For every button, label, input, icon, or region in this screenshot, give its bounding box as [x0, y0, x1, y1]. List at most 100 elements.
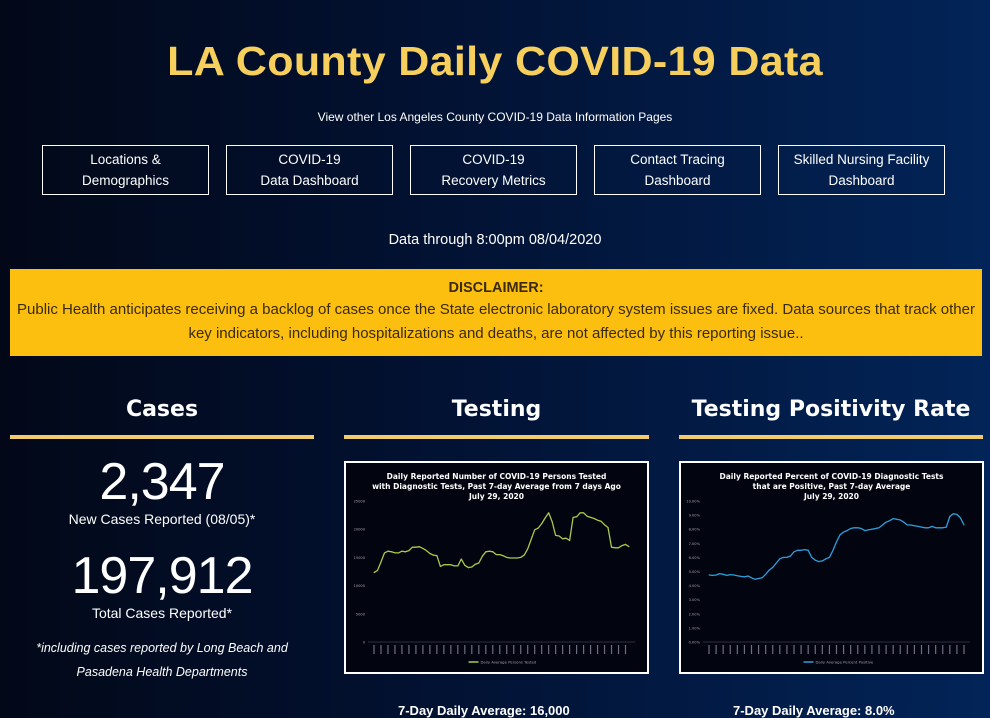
positivity-x-tick-label	[927, 645, 930, 654]
positivity-data-point	[786, 556, 788, 558]
positivity-y-tick-label: 9.00%	[689, 514, 701, 518]
positivity-data-point	[789, 555, 791, 557]
positivity-data-point	[945, 526, 947, 528]
positivity-data-point	[963, 524, 965, 526]
nav-data-dashboard[interactable]: COVID-19 Data Dashboard	[226, 145, 393, 195]
positivity-data-point	[818, 561, 820, 563]
testing-data-point	[439, 565, 441, 567]
nav-recovery-metrics[interactable]: COVID-19 Recovery Metrics	[410, 145, 577, 195]
testing-divider	[344, 435, 649, 439]
positivity-data-point	[921, 526, 922, 528]
testing-x-tick-label	[582, 645, 585, 654]
testing-data-point	[464, 564, 466, 566]
testing-data-point	[541, 523, 543, 525]
testing-x-tick-label	[548, 645, 550, 654]
positivity-data-point	[878, 527, 880, 529]
positivity-data-point	[712, 574, 714, 576]
positivity-data-point	[917, 525, 919, 527]
nav-contact-tracing[interactable]: Contact Tracing Dashboard	[594, 145, 761, 195]
positivity-x-tick-label	[793, 645, 795, 654]
positivity-data-point	[772, 566, 774, 568]
testing-data-point	[569, 539, 571, 541]
positivity-x-tick-label	[757, 645, 760, 654]
positivity-data-point	[733, 574, 735, 576]
positivity-x-tick-label	[949, 645, 951, 654]
testing-x-tick-label	[603, 645, 606, 654]
testing-data-point	[506, 556, 508, 558]
testing-x-tick-label	[624, 645, 627, 654]
testing-data-point	[509, 557, 511, 559]
positivity-y-tick-label: 7.00%	[689, 542, 701, 546]
testing-data-point	[586, 515, 588, 517]
positivity-x-tick-label	[715, 645, 717, 654]
testing-x-tick-label	[596, 645, 599, 654]
testing-data-point	[436, 555, 438, 557]
positivity-data-point	[800, 549, 802, 551]
testing-data-point	[625, 543, 627, 545]
positivity-x-tick-label	[786, 645, 788, 654]
positivity-data-point	[797, 549, 799, 551]
testing-data-point	[467, 567, 469, 569]
positivity-x-tick-label	[899, 645, 901, 654]
testing-data-point	[453, 565, 455, 567]
cases-section: Cases 2,347 New Cases Reported (08/05)* …	[10, 394, 314, 684]
positivity-data-point	[836, 541, 837, 543]
positivity-y-tick-label: 4.00%	[689, 584, 701, 588]
testing-data-point	[628, 546, 630, 548]
positivity-data-point	[832, 549, 834, 551]
positivity-x-tick-label	[942, 645, 944, 654]
positivity-y-tick-label: 2.00%	[689, 612, 701, 616]
testing-x-tick-label	[589, 645, 592, 654]
testing-y-tick-label: 15000	[354, 556, 366, 560]
positivity-data-point	[722, 573, 724, 575]
nav-locations-demographics[interactable]: Locations & Demographics	[42, 145, 209, 195]
positivity-series-line	[708, 513, 965, 580]
testing-x-tick-label	[478, 645, 480, 654]
positivity-data-point	[867, 529, 869, 531]
total-cases-value: 197,912	[71, 547, 254, 605]
testing-data-point	[597, 519, 599, 521]
positivity-chart-title-line: Daily Reported Percent of COVID-19 Diagn…	[720, 472, 944, 481]
testing-x-tick-label	[534, 645, 536, 654]
positivity-data-point	[843, 531, 845, 533]
positivity-x-tick-label	[800, 645, 802, 654]
testing-data-point	[373, 572, 375, 574]
testing-data-point	[422, 547, 424, 549]
positivity-data-point	[942, 527, 944, 529]
testing-data-point	[474, 563, 476, 565]
testing-x-tick-label	[485, 645, 487, 654]
positivity-data-point	[935, 527, 937, 529]
testing-data-point	[481, 555, 483, 557]
testing-x-tick-label	[562, 645, 564, 654]
positivity-data-point	[874, 527, 876, 529]
nav-skilled-nursing[interactable]: Skilled Nursing Facility Dashboard	[778, 145, 945, 195]
positivity-data-point	[708, 574, 710, 576]
positivity-data-point	[729, 574, 731, 576]
testing-x-tick-label	[506, 645, 508, 654]
testing-data-point	[544, 517, 546, 519]
testing-average-text: 7-Day Daily Average: 16,000	[398, 703, 570, 718]
positivity-chart[interactable]: Daily Reported Percent of COVID-19 Diagn…	[679, 461, 984, 674]
testing-data-point	[537, 527, 539, 529]
testing-data-point	[488, 550, 490, 552]
testing-x-tick-label	[527, 645, 529, 654]
testing-data-point	[590, 516, 592, 518]
testing-data-point	[548, 512, 550, 514]
testing-section: Testing Daily Reported Number of COVID-1…	[344, 394, 649, 674]
testing-data-point	[534, 529, 536, 531]
testing-chart[interactable]: Daily Reported Number of COVID-19 Person…	[344, 461, 649, 674]
positivity-x-tick-label	[963, 645, 965, 654]
testing-data-point	[460, 558, 462, 560]
positivity-chart-title-line: July 29, 2020	[803, 492, 859, 501]
positivity-x-tick-label	[935, 645, 937, 654]
testing-x-tick-label	[401, 645, 403, 654]
positivity-x-tick-label	[828, 645, 831, 654]
positivity-data-point	[839, 534, 841, 536]
positivity-data-point	[768, 569, 770, 571]
testing-data-point	[485, 551, 487, 553]
testing-data-point	[390, 551, 392, 553]
testing-x-tick-label	[617, 645, 620, 654]
positivity-x-tick-label	[892, 645, 894, 654]
positivity-section: Testing Positivity Rate Daily Reported P…	[679, 394, 984, 674]
testing-data-point	[415, 546, 417, 548]
